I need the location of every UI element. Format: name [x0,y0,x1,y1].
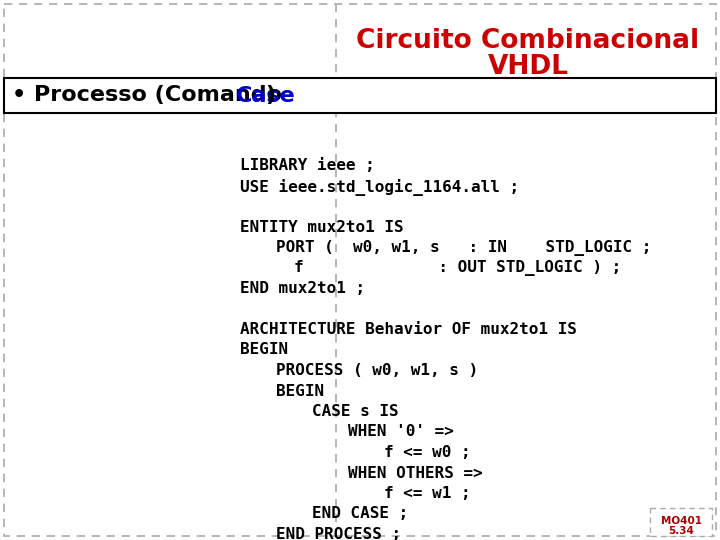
Text: WHEN '0' =>: WHEN '0' => [348,424,454,440]
Text: MO401: MO401 [660,516,701,526]
Text: BEGIN: BEGIN [240,342,288,357]
Text: Circuito Combinacional: Circuito Combinacional [356,28,700,54]
Text: ENTITY mux2to1 IS: ENTITY mux2to1 IS [240,219,404,234]
Text: • Processo (Comando: • Processo (Comando [12,85,289,105]
Text: END PROCESS ;: END PROCESS ; [276,527,401,540]
Text: f              : OUT STD_LOGIC ) ;: f : OUT STD_LOGIC ) ; [294,260,621,276]
Bar [4,78,716,113]
Bar [650,508,712,536]
Text: f <= w0 ;: f <= w0 ; [384,445,471,460]
Text: VHDL: VHDL [487,54,569,80]
Text: PORT (  w0, w1, s   : IN    STD_LOGIC ;: PORT ( w0, w1, s : IN STD_LOGIC ; [276,240,652,256]
Text: BEGIN: BEGIN [276,383,324,399]
Text: END mux2to1 ;: END mux2to1 ; [240,281,365,296]
Text: PROCESS ( w0, w1, s ): PROCESS ( w0, w1, s ) [276,363,478,378]
Text: ARCHITECTURE Behavior OF mux2to1 IS: ARCHITECTURE Behavior OF mux2to1 IS [240,322,577,337]
Text: ): ) [265,85,275,105]
Text: LIBRARY ieee ;: LIBRARY ieee ; [240,158,374,173]
Text: Case: Case [236,85,296,105]
Text: WHEN OTHERS =>: WHEN OTHERS => [348,465,482,481]
Text: END CASE ;: END CASE ; [312,507,408,522]
Text: USE ieee.std_logic_1164.all ;: USE ieee.std_logic_1164.all ; [240,179,519,195]
Text: CASE s IS: CASE s IS [312,404,399,419]
Text: f <= w1 ;: f <= w1 ; [384,486,471,501]
Text: 5.34: 5.34 [668,526,694,536]
